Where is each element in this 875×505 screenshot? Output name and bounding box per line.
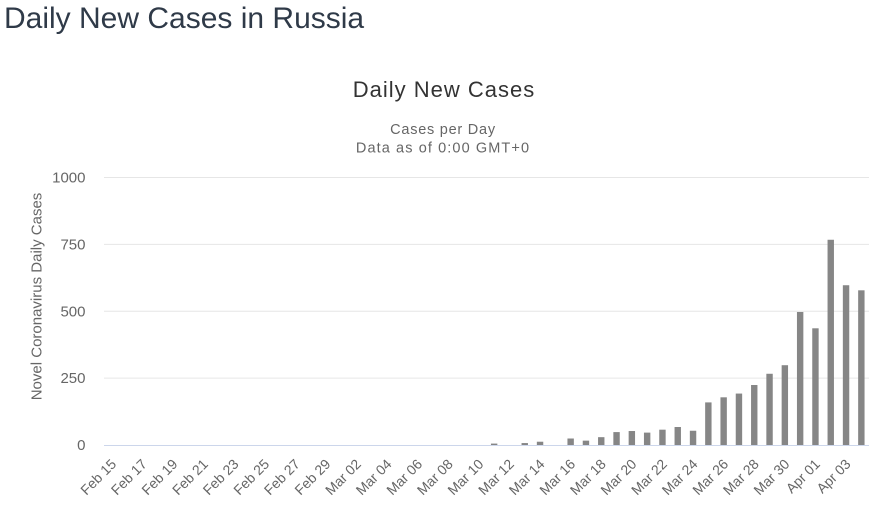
svg-text:Data as of 0:00 GMT+0: Data as of 0:00 GMT+0	[356, 141, 530, 157]
svg-text:Cases per Day: Cases per Day	[390, 122, 496, 138]
svg-text:0: 0	[77, 437, 85, 454]
svg-text:1000: 1000	[52, 170, 85, 187]
svg-text:Daily New Cases: Daily New Cases	[353, 77, 536, 102]
svg-text:Apr 03: Apr 03	[813, 456, 854, 497]
svg-text:Novel Coronavirus Daily Cases: Novel Coronavirus Daily Cases	[29, 193, 46, 401]
svg-text:750: 750	[60, 236, 85, 253]
svg-text:250: 250	[60, 370, 85, 387]
svg-text:500: 500	[60, 303, 85, 320]
